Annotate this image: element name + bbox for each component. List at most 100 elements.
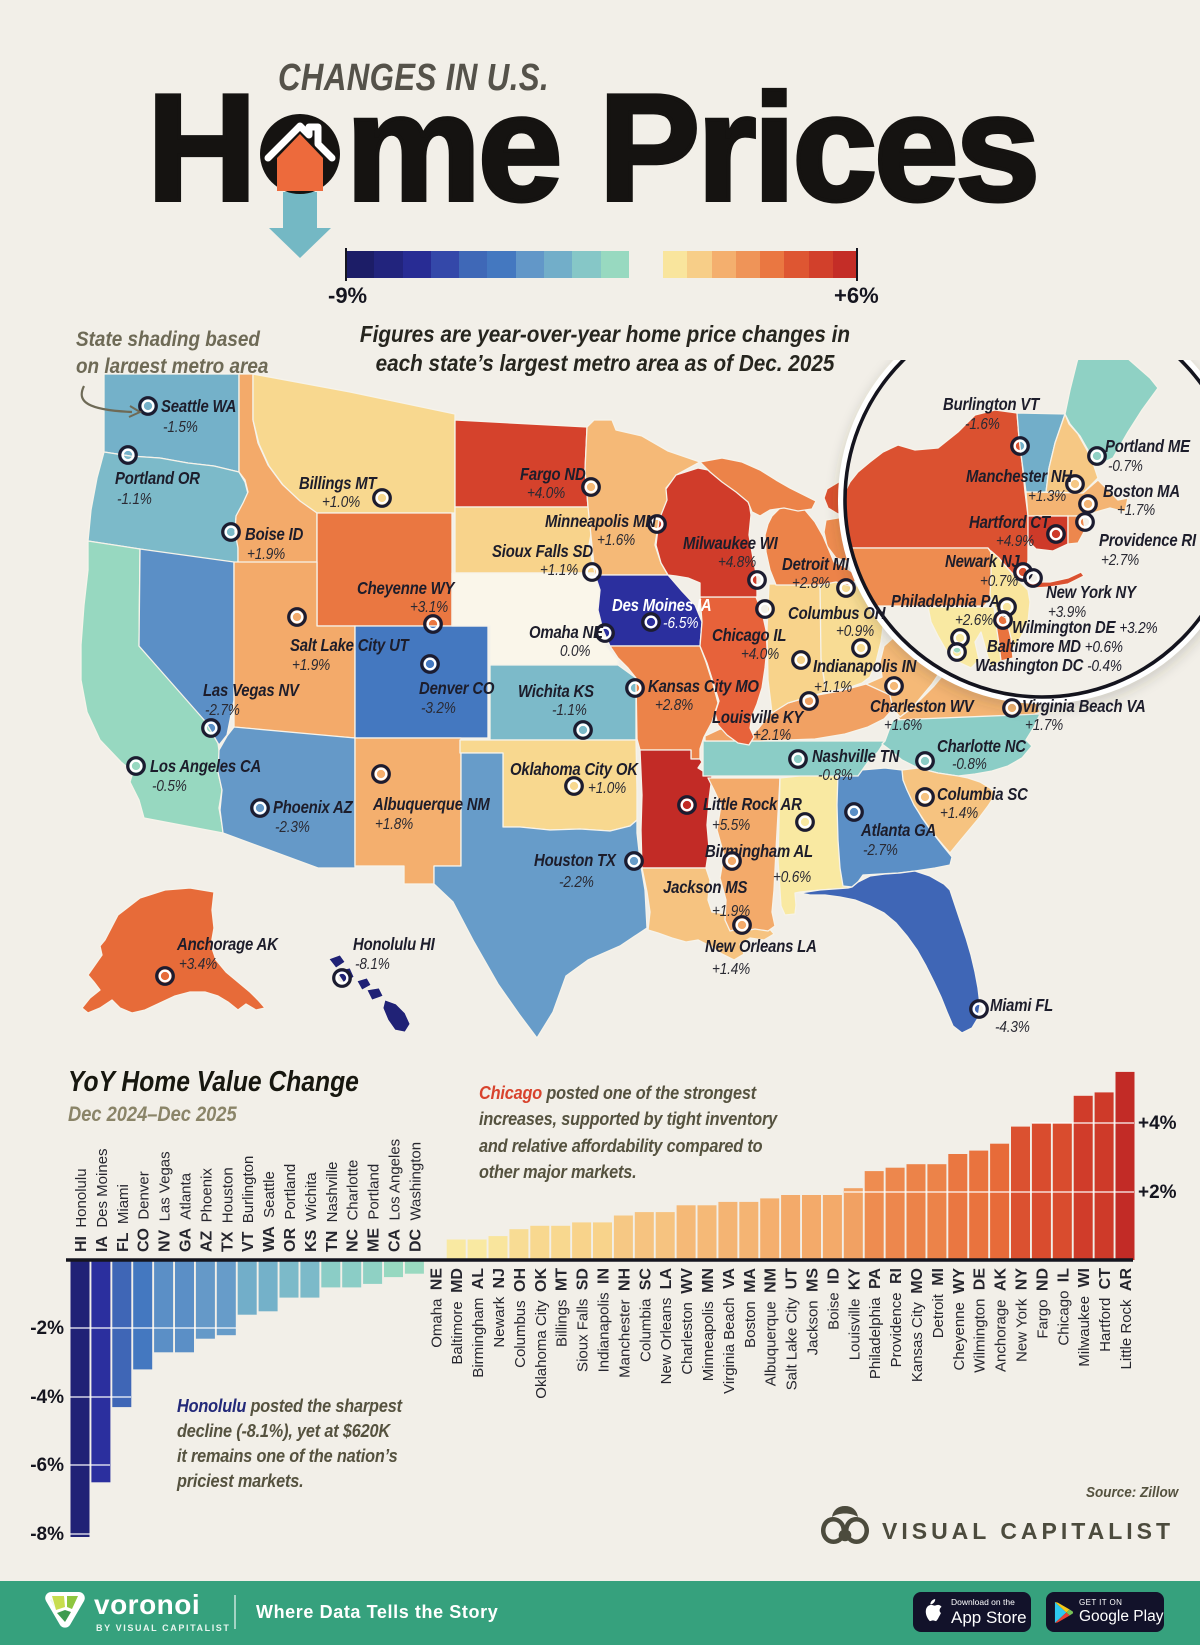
svg-text:Columbus OH: Columbus OH [512,1268,529,1368]
svg-text:Virginia Beach VA: Virginia Beach VA [1022,697,1146,716]
svg-text:Burlington VT: Burlington VT [943,395,1041,414]
svg-text:Detroit MI: Detroit MI [782,555,849,574]
svg-text:NC Charlotte: NC Charlotte [345,1160,362,1252]
svg-text:-4.3%: -4.3% [995,1019,1030,1036]
svg-text:Los Angeles CA: Los Angeles CA [150,757,261,776]
svg-text:+1.0%: +1.0% [588,780,626,797]
svg-text:Albuquerque NM: Albuquerque NM [372,795,490,814]
svg-text:Philadelphia PA: Philadelphia PA [867,1268,884,1380]
svg-text:Little Rock AR: Little Rock AR [703,795,802,814]
svg-text:Atlanta GA: Atlanta GA [860,821,936,840]
svg-text:+2.1%: +2.1% [753,727,791,744]
svg-text:+1.4%: +1.4% [712,961,750,978]
svg-text:+1.0%: +1.0% [322,494,360,511]
svg-text:Las Vegas NV: Las Vegas NV [203,681,300,700]
svg-text:-0.7%: -0.7% [1108,458,1143,475]
svg-text:-1.5%: -1.5% [163,419,198,436]
svg-text:Wilmington DE +3.2%: Wilmington DE +3.2% [1012,618,1157,637]
svg-text:+2.8%: +2.8% [655,697,693,714]
svg-text:OR Portland: OR Portland [282,1164,299,1252]
svg-text:Omaha NE: Omaha NE [529,623,604,642]
svg-text:Philadelphia PA: Philadelphia PA [891,592,1000,611]
svg-text:-0.8%: -0.8% [818,767,853,784]
svg-text:Denver CO: Denver CO [419,679,495,698]
svg-text:Minneapolis MN: Minneapolis MN [700,1268,717,1381]
svg-text:Portland OR: Portland OR [115,469,200,488]
svg-text:Omaha NE: Omaha NE [428,1268,445,1348]
svg-text:Birmingham AL: Birmingham AL [705,842,813,861]
svg-text:Jackson MS: Jackson MS [663,878,748,897]
svg-text:DC Washington: DC Washington [407,1142,424,1252]
svg-text:Manchester NH: Manchester NH [966,467,1072,486]
svg-text:-2%: -2% [30,1318,64,1339]
svg-text:-3.2%: -3.2% [421,700,456,717]
svg-text:-8%: -8% [30,1524,64,1545]
svg-text:Kansas City MO: Kansas City MO [909,1268,926,1382]
svg-text:-6%: -6% [30,1455,64,1476]
svg-text:-1.1%: -1.1% [117,491,152,508]
svg-text:Milwaukee WI: Milwaukee WI [1076,1268,1093,1367]
svg-text:+0.7%: +0.7% [980,573,1018,590]
svg-text:Manchester NH: Manchester NH [616,1268,633,1378]
svg-text:-2.7%: -2.7% [205,702,240,719]
svg-text:+5.5%: +5.5% [712,817,750,834]
svg-text:Baltimore MD: Baltimore MD [449,1268,466,1365]
svg-text:+4.0%: +4.0% [741,646,779,663]
svg-text:Des Moines IA: Des Moines IA [612,596,711,615]
svg-text:+1.3%: +1.3% [1028,488,1066,505]
svg-text:-1.1%: -1.1% [552,702,587,719]
svg-text:+1.6%: +1.6% [884,717,922,734]
svg-text:+4%: +4% [1138,1113,1177,1134]
svg-text:New York NY: New York NY [1046,583,1138,602]
svg-text:+4.0%: +4.0% [527,485,565,502]
svg-text:Sioux Falls SD: Sioux Falls SD [492,542,593,561]
svg-text:AZ Phoenix: AZ Phoenix [198,1168,215,1252]
svg-text:+1.9%: +1.9% [247,546,285,563]
svg-text:-2.7%: -2.7% [863,842,898,859]
svg-text:Providence RI: Providence RI [1099,531,1197,550]
svg-text:Billings MT: Billings MT [554,1268,571,1347]
svg-text:+1.8%: +1.8% [375,816,413,833]
svg-text:KS Wichita: KS Wichita [303,1172,320,1252]
svg-text:Honolulu HI: Honolulu HI [353,935,435,954]
svg-text:Seattle WA: Seattle WA [161,397,236,416]
svg-text:Providence RI: Providence RI [888,1268,905,1367]
svg-text:-0.8%: -0.8% [952,756,987,773]
svg-text:+3.1%: +3.1% [410,599,448,616]
svg-text:New Orleans LA: New Orleans LA [705,937,817,956]
svg-text:TN Nashville: TN Nashville [324,1161,341,1252]
svg-text:Chicago IL: Chicago IL [1055,1268,1072,1346]
svg-text:Milwaukee WI: Milwaukee WI [683,534,778,553]
svg-text:Cheyenne WY: Cheyenne WY [951,1268,968,1371]
svg-text:Boise ID: Boise ID [245,525,304,544]
svg-text:+1.7%: +1.7% [1117,502,1155,519]
svg-text:CA Los Angeles: CA Los Angeles [387,1139,404,1252]
svg-text:Oklahoma City OK: Oklahoma City OK [533,1268,550,1399]
svg-text:Billings MT: Billings MT [299,474,379,493]
svg-text:Chicago IL: Chicago IL [712,626,786,645]
svg-text:Fargo ND: Fargo ND [520,465,586,484]
svg-text:Newark NJ: Newark NJ [491,1268,508,1348]
svg-text:VT Burlington: VT Burlington [240,1156,257,1252]
svg-text:Indianapolis IN: Indianapolis IN [813,657,917,676]
svg-text:Nashville TN: Nashville TN [812,747,900,766]
svg-text:+1.4%: +1.4% [940,805,978,822]
svg-text:Anchorage AK: Anchorage AK [993,1268,1010,1372]
svg-text:-4%: -4% [30,1387,64,1408]
svg-text:+0.6%: +0.6% [773,869,811,886]
svg-text:VISUAL CAPITALIST: VISUAL CAPITALIST [882,1518,1174,1544]
svg-text:Oklahoma City OK: Oklahoma City OK [510,760,639,779]
svg-text:Anchorage AK: Anchorage AK [176,935,279,954]
svg-text:FL Miami: FL Miami [115,1184,132,1252]
svg-text:Wilmington DE: Wilmington DE [972,1268,989,1373]
svg-text:Birmingham AL: Birmingham AL [470,1268,487,1378]
svg-text:Wichita KS: Wichita KS [518,682,594,701]
svg-text:GA Atlanta: GA Atlanta [178,1172,195,1252]
svg-text:Little Rock AR: Little Rock AR [1118,1268,1135,1370]
svg-text:Miami FL: Miami FL [990,996,1053,1015]
svg-text:+2.6%: +2.6% [955,612,993,629]
svg-text:+4.9%: +4.9% [996,533,1034,550]
svg-text:Washington DC -0.4%: Washington DC -0.4% [975,656,1122,675]
svg-text:Charleston WV: Charleston WV [870,697,975,716]
svg-text:Boston MA: Boston MA [742,1268,759,1348]
